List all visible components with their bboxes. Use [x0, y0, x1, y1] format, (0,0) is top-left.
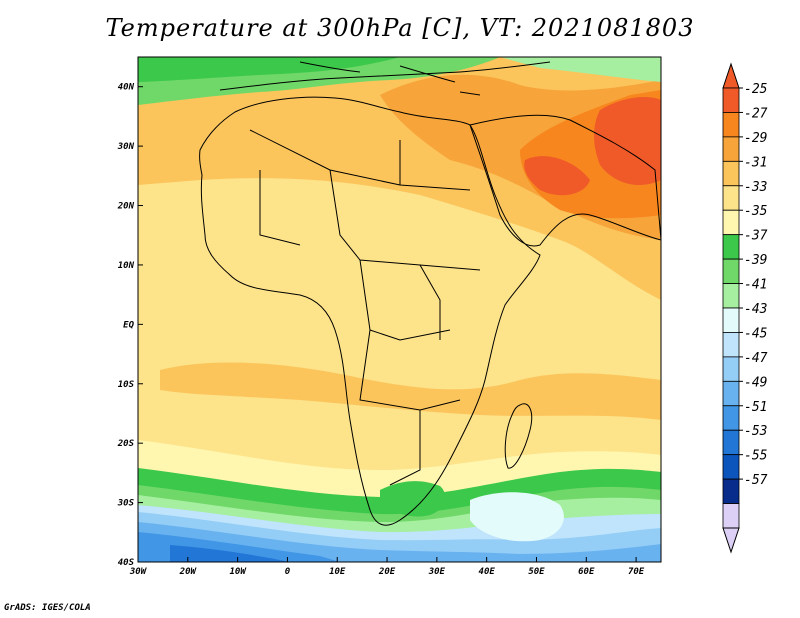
colorbar-label: -49 [744, 375, 767, 390]
colorbar-swatch [722, 503, 740, 529]
arabia-coastline [469, 114, 661, 247]
colorbar-label: -37 [744, 229, 768, 244]
footer-credit: GrADS: IGES/COLA [4, 603, 91, 613]
lon-tick-label: 20W [179, 567, 198, 577]
national-borders [249, 129, 481, 486]
colorbar-label: -53 [744, 424, 767, 439]
lon-tick-label: 70E [628, 567, 645, 577]
agulhas-pale-blob [470, 492, 564, 542]
map-frame [137, 56, 662, 563]
lat-tick-label: 30N [117, 142, 135, 152]
colorbar-label: -27 [744, 106, 768, 121]
southern-warm-patch [160, 362, 661, 420]
colorbar-swatch [722, 112, 740, 138]
india-hottest-region [594, 97, 661, 185]
latitude-ticks: 40N 30N 20N 10N EQ 10S 20S 30S 40S [117, 83, 143, 568]
map-title: Temperature at 300hPa [C], VT: 202108180… [105, 14, 695, 42]
colorbar-bottom-arrow [722, 527, 740, 554]
lon-tick-label: 40E [479, 567, 496, 577]
colorbar-swatch [722, 356, 740, 382]
colorbar-swatch [722, 307, 740, 333]
lon-tick-label: 10E [329, 567, 346, 577]
colorbar-label: -35 [744, 204, 768, 219]
colorbar-label: -25 [744, 82, 768, 97]
colorbar-label: -51 [744, 400, 767, 415]
temperature-field [138, 57, 661, 562]
lon-tick-label: 30W [129, 567, 148, 577]
colorbar-top-arrow [722, 62, 740, 89]
coastlines [199, 61, 661, 526]
colorbar-swatch [722, 429, 740, 456]
lon-tick-label: 20E [378, 567, 396, 577]
lat-tick-label: EQ [123, 320, 134, 330]
africa-coastline [199, 96, 541, 526]
colorbar-label: -43 [744, 302, 767, 317]
colorbar-swatch [722, 185, 740, 211]
europe-coastline [219, 61, 551, 96]
colorbar-swatch [722, 234, 740, 260]
colorbar-label: -41 [744, 278, 767, 293]
lon-tick-label: 30E [428, 567, 446, 577]
colorbar-swatch [722, 478, 740, 504]
lat-tick-label: 10S [118, 380, 135, 390]
colorbar-swatch [722, 380, 740, 407]
colorbar-swatch [722, 454, 740, 480]
colorbar-swatch [722, 160, 740, 187]
colorbar-swatch [722, 283, 740, 309]
lat-tick-label: 20S [117, 439, 135, 449]
colorbar-label: -57 [744, 473, 768, 488]
lon-tick-label: 10W [229, 567, 247, 577]
lon-tick-label: 0 [285, 567, 291, 577]
lat-tick-label: 30S [117, 499, 135, 509]
colorbar-label: -47 [744, 351, 768, 366]
lon-tick-label: 50E [528, 567, 545, 577]
colorbar-swatch [722, 332, 740, 358]
colorbar-swatch [722, 209, 740, 236]
lat-tick-label: 40N [118, 83, 135, 93]
colorbar-swatch [722, 136, 740, 162]
longitude-ticks: 30W 20W 10W 0 10E 20E 30E 40E 50E 60E 70E [129, 557, 645, 577]
madagascar-coastline [504, 403, 533, 469]
lat-tick-label: 10N [118, 261, 135, 271]
colorbar-label: -39 [744, 253, 767, 268]
lon-tick-label: 60E [578, 567, 595, 577]
persia-hot-region [524, 156, 590, 196]
europe-cool-region [138, 57, 400, 82]
south-africa-green [380, 481, 446, 517]
colorbar-label: -55 [744, 449, 768, 464]
colorbar-label: -45 [744, 326, 768, 341]
colorbar-swatch [722, 405, 740, 431]
colorbar-label: -31 [744, 155, 767, 170]
south-blue-band-5 [170, 545, 290, 562]
colorbar-label: -33 [744, 180, 767, 195]
colorbar-swatch [722, 87, 740, 113]
lat-tick-label: 40S [118, 558, 135, 568]
lat-tick-label: 20N [117, 202, 135, 212]
colorbar-label: -29 [744, 131, 767, 146]
colorbar: -25 -27 -29 -31 -33 -35 -37 -39 -41 -43 -45 -47 -49 -… [722, 62, 768, 554]
colorbar-swatch [722, 258, 740, 284]
